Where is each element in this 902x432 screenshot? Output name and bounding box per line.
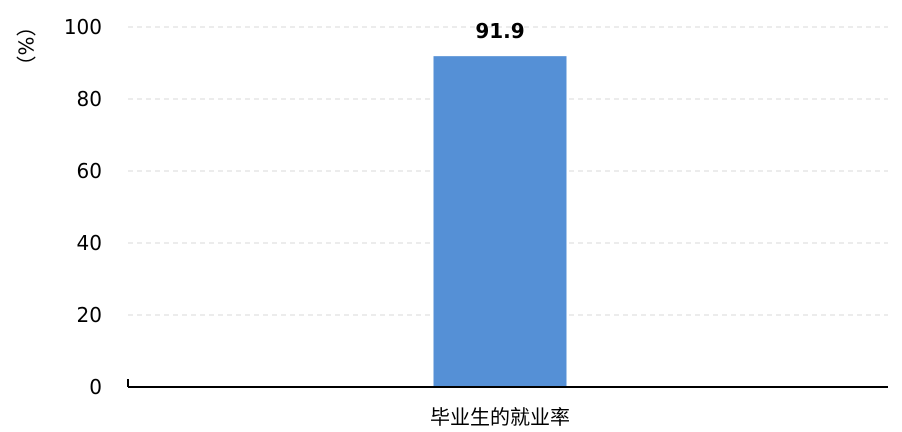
y-axis-ticks: 0 20 40 60 80 100: [64, 15, 102, 399]
y-tick-label: 40: [77, 231, 102, 255]
y-tick-label: 0: [89, 375, 102, 399]
y-axis-unit-label: （%）: [14, 16, 38, 75]
category-labels: 毕业生的就业率: [430, 405, 570, 429]
data-label: 91.9: [475, 19, 524, 43]
y-tick-label: 80: [77, 87, 102, 111]
data-labels: 91.9: [475, 19, 524, 43]
bars: [433, 56, 567, 387]
y-tick-label: 60: [77, 159, 102, 183]
category-label: 毕业生的就业率: [430, 405, 570, 429]
y-tick-label: 20: [77, 303, 102, 327]
bar: [433, 56, 567, 387]
y-tick-label: 100: [64, 15, 102, 39]
